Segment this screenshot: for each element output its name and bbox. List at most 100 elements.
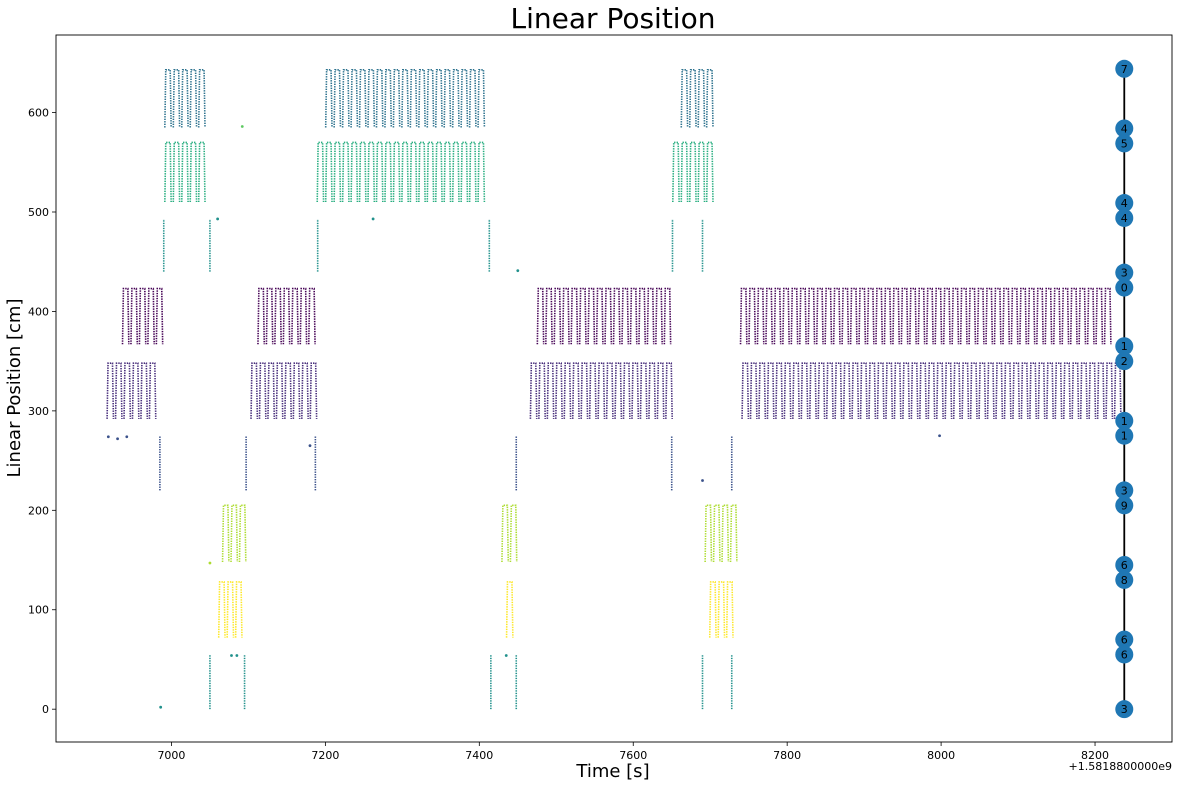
trajectory-trace [375,69,384,128]
trajectory-trace [961,362,970,419]
track-node [1115,337,1134,356]
trajectory-trace [969,362,978,419]
trajectory-trace [189,69,198,128]
trajectory-trace [409,69,418,128]
trajectory-trace [509,504,518,563]
trajectory-trace [866,287,875,345]
track-node-label: 8 [1121,574,1128,587]
data-point [308,444,312,448]
trajectory-trace [468,69,477,128]
data-point [106,435,110,439]
track-node [1115,119,1134,138]
trajectory-trace [587,287,596,345]
trajectory-trace [725,581,734,638]
trajectory-trace [1019,287,1028,345]
track-node-label: 4 [1121,122,1128,135]
trajectory-trace [1062,362,1071,419]
trajectory-trace [739,287,748,345]
trajectory-trace [1054,362,1063,419]
trajectory-trace [859,362,868,419]
trajectory-trace [604,287,613,345]
trajectory-trace [978,362,987,419]
x-tick-label: 8000 [927,749,955,762]
trajectory-trace [595,287,604,345]
trajectory-trace [546,362,555,419]
trajectory-trace [1061,287,1070,345]
trajectory-trace [876,362,885,419]
trajectory-trace [893,362,902,419]
trajectory-trace [257,287,266,345]
trajectory-trace [717,581,726,638]
trajectory-trace [614,362,623,419]
x-tick-label: 7600 [619,749,647,762]
trajectory-trace [570,287,579,345]
y-axis-label: Linear Position [cm] [4,299,25,478]
trajectory-trace [258,362,267,419]
trajectory-trace [588,362,597,419]
trajectory-trace [307,287,316,345]
trajectory-band-4 [221,504,738,563]
trajectory-trace [934,287,943,345]
track-node [1115,208,1134,227]
trajectory-trace [265,287,274,345]
track-node-label: 3 [1121,267,1128,280]
trajectory-trace [121,287,130,345]
trajectory-trace [477,69,486,128]
track-node-label: 1 [1121,340,1128,353]
trajectory-trace [578,287,587,345]
data-point [159,705,163,709]
trajectory-trace [841,287,850,345]
x-tick-label: 7800 [773,749,801,762]
data-point [235,654,239,657]
trajectory-trace [910,362,919,419]
track-node-label: 4 [1121,197,1128,210]
trajectory-trace [868,362,877,419]
trajectory-trace [766,362,775,419]
trajectory-trace [1071,362,1080,419]
trajectory-trace [197,69,206,128]
data-point [125,435,129,439]
trajectory-trace [909,287,917,345]
trajectory-trace [384,69,393,128]
trajectory-trace [1027,287,1036,345]
trajectory-trace [663,287,672,345]
track-node-label: 7 [1121,63,1128,76]
track-node-label: 1 [1121,415,1128,428]
trajectory-trace [234,581,243,638]
trajectory-band-5 [217,581,734,638]
trajectory-trace [350,69,359,128]
trajectory-trace [741,362,750,419]
trajectory-trace [824,287,833,345]
trajectory-trace [1010,287,1019,345]
trajectory-trace [180,69,189,128]
trajectory-trace [704,504,713,563]
trajectory-trace [656,362,665,419]
trajectory-trace [597,362,606,419]
trajectory-trace [875,287,884,345]
trajectory-trace [925,287,934,345]
trajectory-trace [292,362,301,419]
trajectory-trace [639,362,648,419]
trajectory-trace [274,287,282,345]
chart-title: Linear Position [511,2,716,35]
trajectory-trace [443,69,452,128]
track-node [1115,496,1134,515]
data-point [371,217,375,221]
trajectory-trace [553,287,562,345]
trajectory-trace [892,287,901,345]
track-node [1115,556,1134,575]
trajectory-trace [131,362,140,419]
track-node-label: 0 [1121,282,1128,295]
trajectory-trace [834,362,843,419]
trajectory-trace [959,287,968,345]
trajectory-trace [267,362,276,419]
trajectory-trace [291,287,299,345]
trajectory-trace [638,287,647,345]
trajectory-trace [1029,362,1038,419]
x-tick-label: 7000 [157,749,185,762]
trajectory-trace [688,69,697,128]
trajectory-trace [1046,362,1054,419]
trajectory-trace [708,581,717,638]
trajectory-band-1 [106,362,1122,419]
